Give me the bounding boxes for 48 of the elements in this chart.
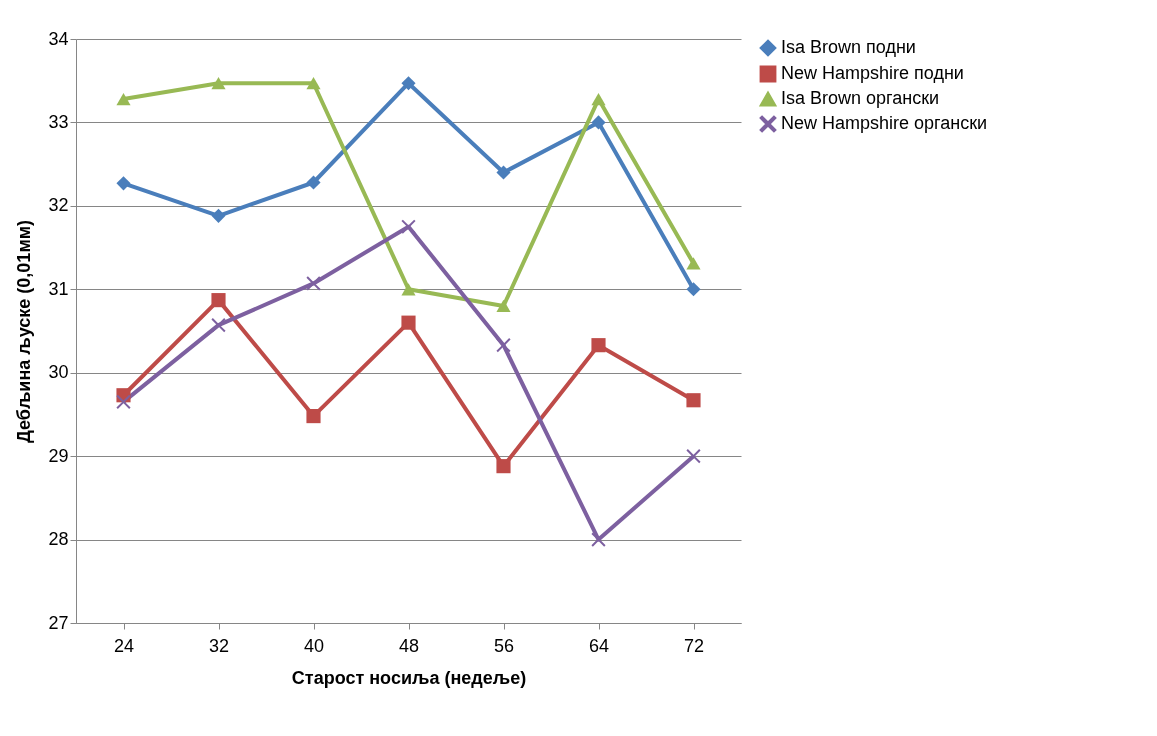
point [401, 76, 416, 91]
point [401, 219, 416, 234]
y-tick-label: 29 [48, 445, 69, 466]
point [116, 176, 131, 191]
legend-label: New Hampshire подни [781, 63, 964, 83]
y-tick-label: 33 [48, 111, 69, 132]
point [591, 532, 606, 547]
y-tick-label: 27 [48, 612, 69, 633]
point [116, 394, 131, 409]
point [306, 276, 321, 291]
point [211, 77, 226, 90]
point [306, 77, 321, 90]
point [591, 92, 606, 106]
y-tick-label: 32 [48, 195, 69, 216]
y-tick-label: 34 [48, 28, 69, 49]
point [401, 283, 416, 296]
x-tick-label: 40 [303, 635, 325, 656]
x-tick-label: 72 [683, 635, 705, 656]
point [496, 165, 511, 180]
point [211, 208, 226, 223]
point [496, 459, 511, 474]
legend-label: New Hampshire органски [781, 113, 988, 133]
point [116, 92, 131, 106]
y-tick-label: 28 [48, 529, 69, 550]
x-tick-label: 56 [493, 635, 515, 656]
point [686, 449, 701, 464]
point [496, 338, 511, 353]
point [306, 175, 321, 190]
y-axis-title: Дебљина љуске (0,01мм) [14, 219, 35, 444]
legend-label: Isa Brown подни [781, 37, 916, 57]
point [306, 409, 321, 424]
x-tick-label: 64 [588, 635, 610, 656]
point [686, 393, 701, 408]
x-axis-title: Старост носиља (недеље) [291, 667, 527, 688]
point [496, 299, 511, 313]
legend-label: Isa Brown органски [781, 88, 940, 108]
point [686, 282, 701, 297]
x-tick-label: 48 [398, 635, 420, 656]
point [686, 257, 701, 270]
y-tick-label: 31 [48, 278, 69, 299]
x-tick-label: 32 [208, 635, 230, 656]
point [591, 115, 606, 130]
point [591, 338, 606, 353]
point [211, 318, 226, 333]
x-tick-label: 24 [113, 635, 135, 656]
y-tick-label: 30 [48, 362, 69, 383]
point [211, 293, 226, 308]
point [401, 315, 416, 330]
